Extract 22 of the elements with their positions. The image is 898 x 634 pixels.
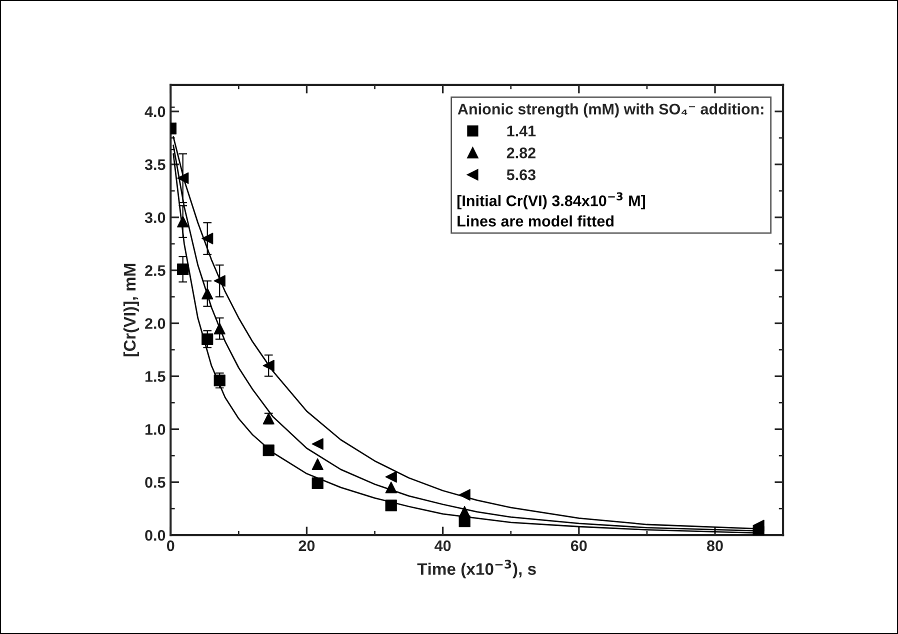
annotation: Lines are model fitted — [458, 215, 614, 227]
y-tick-label: 3.5 — [144, 159, 166, 170]
x-tick-label: 20 — [298, 540, 315, 552]
y-tick-label: 0.5 — [145, 477, 166, 488]
legend-label: 2.82 — [506, 148, 536, 158]
legend-label: 1.41 — [507, 126, 536, 136]
x-tick-label: 0 — [166, 540, 174, 552]
y-tick-label: 1.0 — [145, 424, 166, 435]
x-axis-title: Time (x10$^{−3}$), s — [417, 560, 536, 578]
legend-title: Anionic strength (mM) with SO₄⁻ addition: — [458, 103, 764, 118]
y-axis-title: [Cr(VI)], mM — [123, 264, 139, 356]
y-tick-label: 3.0 — [144, 212, 166, 224]
annotation: [Initial Cr(VI) 3.84x10$^{−3}$ M] — [457, 192, 646, 210]
x-tick-label: 80 — [706, 540, 723, 552]
x-tick-label: 40 — [434, 540, 451, 552]
y-tick-label: 2.5 — [145, 265, 166, 276]
y-tick-label: 0.0 — [145, 530, 166, 541]
x-tick-label: 60 — [570, 540, 587, 552]
y-tick-label: 4.0 — [144, 106, 166, 118]
y-tick-label: 1.5 — [145, 371, 166, 382]
y-tick-label: 2.0 — [145, 318, 166, 329]
legend-label: 5.63 — [506, 169, 536, 180]
